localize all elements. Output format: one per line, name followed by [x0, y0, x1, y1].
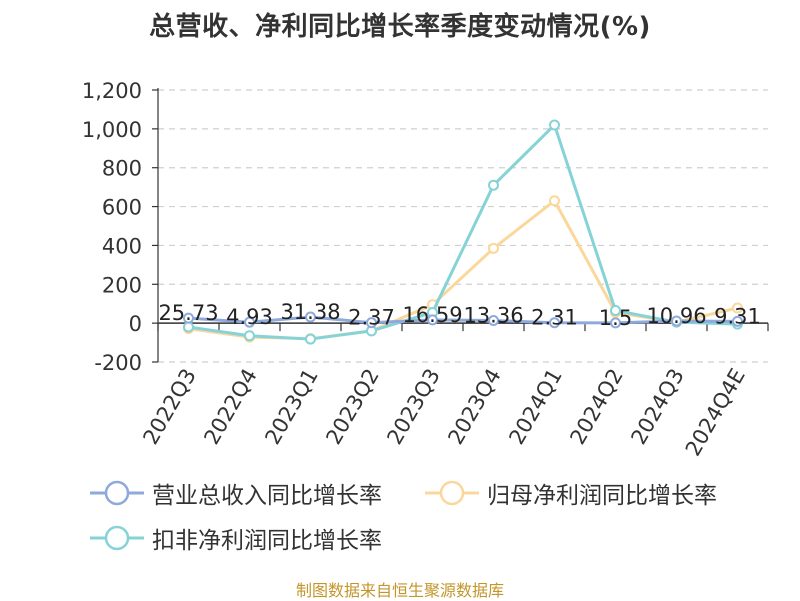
y-tick-label: 400 [102, 234, 142, 258]
data-point [732, 315, 743, 327]
data-point [549, 119, 560, 131]
legend-marker-icon [90, 480, 144, 506]
data-point [671, 315, 682, 327]
data-label: 9.31 [714, 304, 761, 328]
x-tick-label: 2022Q3 [138, 365, 200, 449]
grid-lines [158, 89, 768, 363]
legend-label: 扣非净利润同比增长率 [152, 528, 382, 554]
data-point [488, 179, 499, 191]
legend-marker-icon [425, 480, 479, 506]
data-point [305, 333, 316, 345]
x-tick-label: 2023Q3 [382, 365, 444, 449]
y-tick-label: -200 [94, 351, 142, 375]
data-labels: 25.73 4.93 31.38 2.37 16.59 13.36 2.31 1.5 10.96… [158, 300, 760, 330]
x-tick-label: 2024Q2 [565, 365, 627, 449]
y-tick-label: 600 [102, 196, 142, 220]
legend-label: 归母净利润同比增长率 [487, 483, 717, 509]
data-label: 13.36 [463, 304, 523, 328]
legend-marker-icon [90, 525, 144, 551]
x-tick-label: 2024Q1 [504, 365, 566, 449]
data-label: 16.59 [402, 303, 462, 327]
x-tick-label: 2024Q3 [626, 365, 688, 449]
data-point [366, 317, 377, 329]
data-point [427, 314, 438, 326]
legend-item[interactable]: 归母净利润同比增长率 [423, 476, 717, 510]
data-label: 2.31 [531, 306, 578, 330]
data-point [305, 311, 316, 323]
data-label: 31.38 [280, 300, 340, 324]
x-tick-label: 2022Q4 [199, 365, 261, 449]
data-label: 2.37 [348, 306, 395, 330]
series-lines [183, 119, 743, 345]
y-tick-label: 1,000 [82, 118, 142, 142]
data-point [732, 302, 743, 314]
series-line [188, 315, 738, 325]
series-line [188, 123, 738, 341]
data-point [549, 317, 560, 329]
legend-label: 营业总收入同比增长率 [152, 483, 382, 509]
y-tick-label: 200 [102, 273, 142, 297]
y-tick-label: 0 [129, 312, 142, 336]
legend-item[interactable]: 营业总收入同比增长率 [88, 476, 382, 510]
x-tick-label: 2023Q4 [443, 365, 505, 449]
data-point [610, 305, 621, 317]
x-tick-label: 2024Q4E [681, 365, 750, 461]
x-tick-label: 2023Q2 [321, 365, 383, 449]
y-tick-label: 800 [102, 157, 142, 181]
x-tick-label: 2023Q1 [260, 365, 322, 449]
data-label: 10.96 [646, 304, 706, 328]
chart-title: 总营收、净利同比增长率季度变动情况(%) [149, 12, 651, 42]
data-point [244, 316, 255, 328]
data-label: 1.5 [599, 306, 632, 330]
data-point [244, 330, 255, 342]
data-point [488, 242, 499, 254]
data-point [549, 195, 560, 207]
data-label: 4.93 [226, 305, 273, 329]
y-tick-label: 1,200 [82, 79, 142, 103]
data-point [488, 315, 499, 327]
data-point [610, 317, 621, 329]
data-label: 25.73 [158, 301, 218, 325]
axes: 1,2001,0008006004002000-2002022Q32022Q42… [82, 79, 769, 461]
data-point [183, 312, 194, 324]
legend-item[interactable]: 扣非净利润同比增长率 [88, 521, 382, 555]
source-watermark: 制图数据来自恒生聚源数据库 [295, 581, 504, 600]
